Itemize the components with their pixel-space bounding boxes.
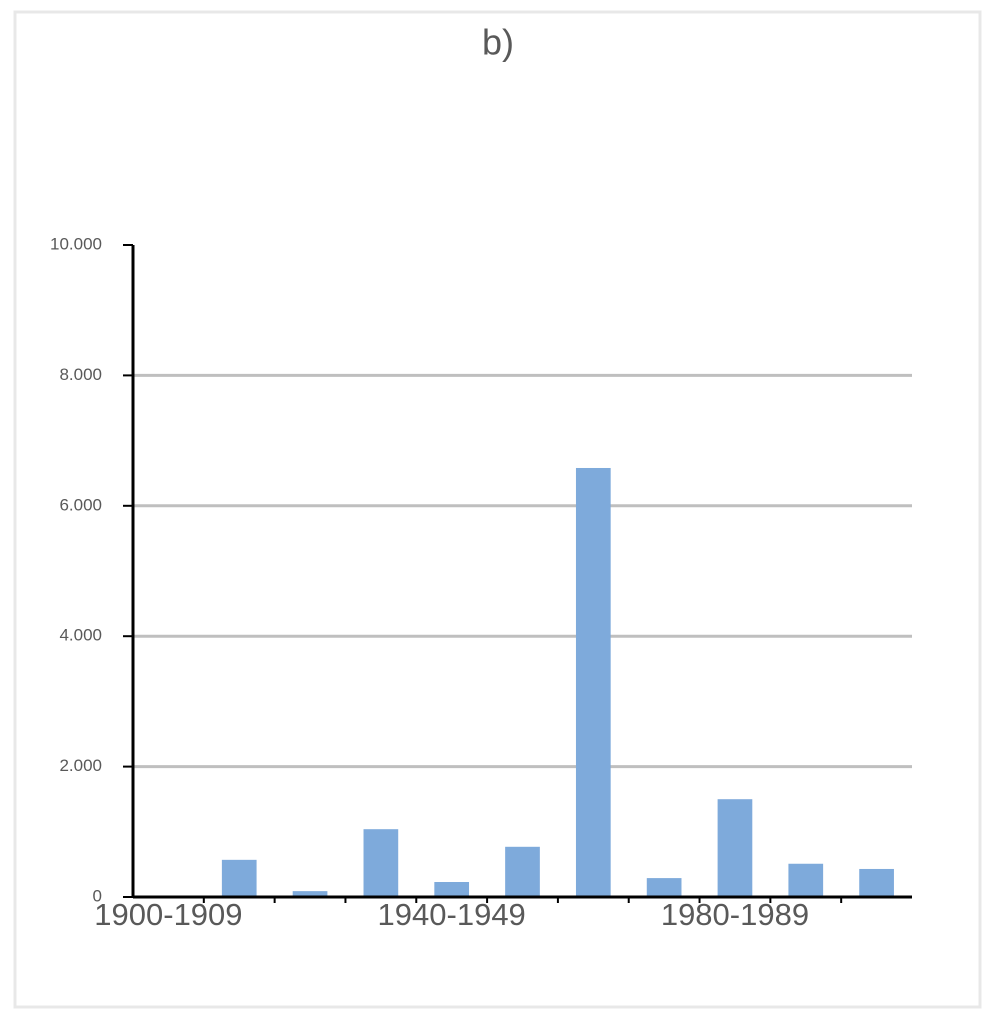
bar: [363, 829, 399, 897]
frame: [13, 10, 982, 1009]
bar: [434, 882, 470, 897]
x-tick-label: 1900-1909: [94, 897, 242, 932]
y-tick-label: 10.000: [50, 234, 102, 253]
bar: [859, 868, 894, 897]
y-tick-label: 2.000: [59, 756, 102, 775]
y-tick-label: 0: [93, 886, 102, 905]
bar: [505, 846, 540, 897]
x-tick-label: 1980-1989: [661, 897, 809, 932]
chart-title: b): [482, 22, 514, 63]
bar: [788, 863, 824, 897]
bar: [575, 467, 611, 897]
bar: [221, 859, 257, 897]
bar: [292, 891, 328, 897]
bar: [717, 799, 753, 897]
y-tick-label: 8.000: [59, 365, 102, 384]
y-tick-label: 4.000: [59, 626, 102, 645]
bar: [646, 878, 682, 897]
y-tick-label: 6.000: [59, 495, 102, 514]
x-tick-label: 1940-1949: [378, 897, 526, 932]
